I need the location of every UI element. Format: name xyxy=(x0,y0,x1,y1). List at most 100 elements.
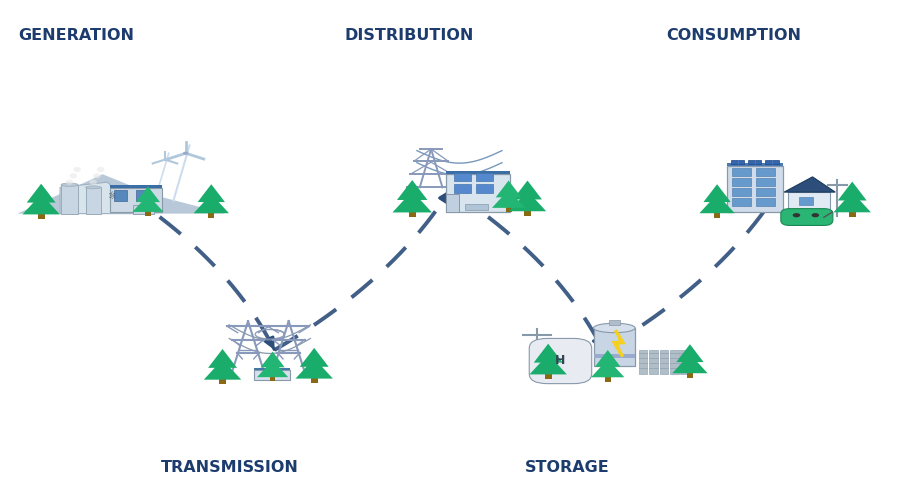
FancyBboxPatch shape xyxy=(748,160,761,164)
FancyBboxPatch shape xyxy=(639,350,647,374)
FancyBboxPatch shape xyxy=(86,188,101,214)
Bar xyxy=(110,184,162,188)
Polygon shape xyxy=(676,344,704,362)
Text: STORAGE: STORAGE xyxy=(525,460,609,475)
Bar xyxy=(608,320,620,325)
Polygon shape xyxy=(513,180,542,200)
Text: DISTRIBUTION: DISTRIBUTION xyxy=(345,28,474,42)
FancyBboxPatch shape xyxy=(446,194,460,212)
Ellipse shape xyxy=(86,186,101,189)
Text: H: H xyxy=(555,354,566,367)
Bar xyxy=(733,168,751,176)
Bar xyxy=(208,211,214,218)
Polygon shape xyxy=(22,194,60,214)
Circle shape xyxy=(183,152,189,155)
Bar xyxy=(136,190,149,200)
Polygon shape xyxy=(595,350,621,367)
Bar xyxy=(454,184,471,192)
Polygon shape xyxy=(194,194,229,213)
Polygon shape xyxy=(615,332,623,355)
Bar xyxy=(733,188,751,196)
Polygon shape xyxy=(132,195,164,212)
Bar xyxy=(524,209,531,216)
Bar xyxy=(756,188,775,196)
Bar xyxy=(756,178,775,186)
Circle shape xyxy=(812,213,819,218)
FancyBboxPatch shape xyxy=(133,205,154,214)
FancyBboxPatch shape xyxy=(446,174,510,212)
Bar xyxy=(114,190,127,200)
Bar xyxy=(756,168,775,176)
Ellipse shape xyxy=(61,183,78,186)
Bar xyxy=(506,206,511,212)
Text: ⚛: ⚛ xyxy=(108,192,116,202)
Polygon shape xyxy=(136,186,160,202)
Bar xyxy=(254,368,290,370)
FancyBboxPatch shape xyxy=(726,166,783,212)
Polygon shape xyxy=(261,352,284,368)
Bar xyxy=(446,171,510,174)
Text: CONSUMPTION: CONSUMPTION xyxy=(666,28,801,42)
FancyBboxPatch shape xyxy=(61,184,78,214)
Polygon shape xyxy=(699,194,734,213)
Ellipse shape xyxy=(69,173,77,178)
FancyBboxPatch shape xyxy=(680,350,689,374)
Bar xyxy=(476,184,493,192)
FancyBboxPatch shape xyxy=(660,350,668,374)
Polygon shape xyxy=(672,354,707,373)
FancyBboxPatch shape xyxy=(765,160,778,164)
Bar xyxy=(714,211,720,218)
Bar xyxy=(219,378,226,384)
Text: TRANSMISSION: TRANSMISSION xyxy=(160,460,299,475)
Ellipse shape xyxy=(94,173,101,178)
Polygon shape xyxy=(784,177,835,192)
Polygon shape xyxy=(392,191,432,212)
Bar xyxy=(687,371,693,378)
Bar xyxy=(799,198,813,204)
Circle shape xyxy=(793,213,800,218)
FancyBboxPatch shape xyxy=(670,350,679,374)
Polygon shape xyxy=(27,184,56,203)
Bar xyxy=(733,178,751,186)
Polygon shape xyxy=(492,190,526,208)
Polygon shape xyxy=(534,344,562,362)
Ellipse shape xyxy=(594,323,635,332)
Polygon shape xyxy=(60,182,140,214)
Polygon shape xyxy=(300,348,328,367)
Bar xyxy=(726,163,783,166)
Bar xyxy=(733,198,751,206)
FancyBboxPatch shape xyxy=(529,338,591,384)
Ellipse shape xyxy=(73,167,81,172)
Bar xyxy=(270,375,275,381)
Bar xyxy=(409,210,416,218)
Bar xyxy=(145,210,151,216)
Polygon shape xyxy=(529,354,567,374)
Polygon shape xyxy=(496,180,521,198)
Bar xyxy=(756,198,775,206)
Polygon shape xyxy=(833,192,871,212)
Bar xyxy=(454,172,471,181)
Text: GENERATION: GENERATION xyxy=(19,28,134,42)
Polygon shape xyxy=(295,358,333,378)
Polygon shape xyxy=(208,349,237,368)
FancyBboxPatch shape xyxy=(781,208,833,226)
Bar xyxy=(544,372,552,379)
Bar xyxy=(849,210,856,217)
Bar xyxy=(310,376,318,384)
Ellipse shape xyxy=(97,167,104,172)
Polygon shape xyxy=(838,182,867,201)
FancyBboxPatch shape xyxy=(649,350,658,374)
FancyBboxPatch shape xyxy=(788,192,830,212)
FancyBboxPatch shape xyxy=(110,188,162,212)
FancyBboxPatch shape xyxy=(254,370,290,380)
Polygon shape xyxy=(704,184,731,202)
Bar xyxy=(605,375,611,382)
Ellipse shape xyxy=(89,180,97,184)
Polygon shape xyxy=(397,180,427,200)
Bar xyxy=(476,172,493,181)
Bar xyxy=(38,212,45,219)
Polygon shape xyxy=(257,360,288,377)
FancyBboxPatch shape xyxy=(731,160,744,164)
Polygon shape xyxy=(508,191,546,212)
Bar xyxy=(594,354,635,358)
